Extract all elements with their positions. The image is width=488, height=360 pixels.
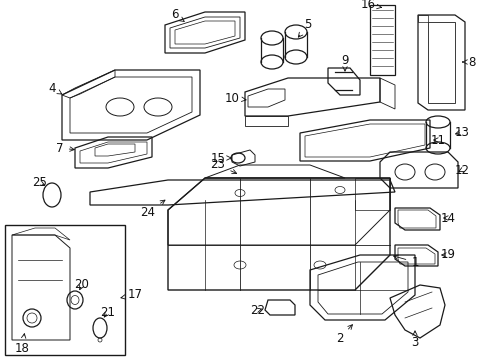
Text: 8: 8 — [462, 55, 475, 68]
Text: 22: 22 — [250, 303, 265, 316]
Text: 10: 10 — [224, 91, 245, 104]
Text: 25: 25 — [33, 176, 47, 189]
Text: 16: 16 — [360, 0, 381, 12]
Text: 1: 1 — [393, 255, 418, 269]
Text: 24: 24 — [140, 200, 164, 219]
Text: 4: 4 — [48, 81, 61, 94]
Text: 13: 13 — [454, 126, 468, 139]
Text: 9: 9 — [341, 54, 348, 71]
Text: 19: 19 — [440, 248, 454, 261]
Text: 6: 6 — [171, 9, 184, 22]
Text: 17: 17 — [121, 288, 142, 302]
Text: 7: 7 — [56, 141, 74, 154]
Bar — [5, 225, 125, 355]
Text: 20: 20 — [74, 279, 89, 292]
Text: 3: 3 — [410, 331, 418, 348]
Text: 2: 2 — [336, 325, 352, 345]
Text: 15: 15 — [210, 152, 231, 165]
Text: 5: 5 — [298, 18, 311, 37]
Text: 14: 14 — [440, 211, 454, 225]
Text: 21: 21 — [101, 306, 115, 319]
Text: 12: 12 — [453, 163, 468, 176]
Text: 23: 23 — [210, 158, 236, 174]
Text: 11: 11 — [429, 134, 445, 147]
Text: 18: 18 — [15, 334, 29, 355]
